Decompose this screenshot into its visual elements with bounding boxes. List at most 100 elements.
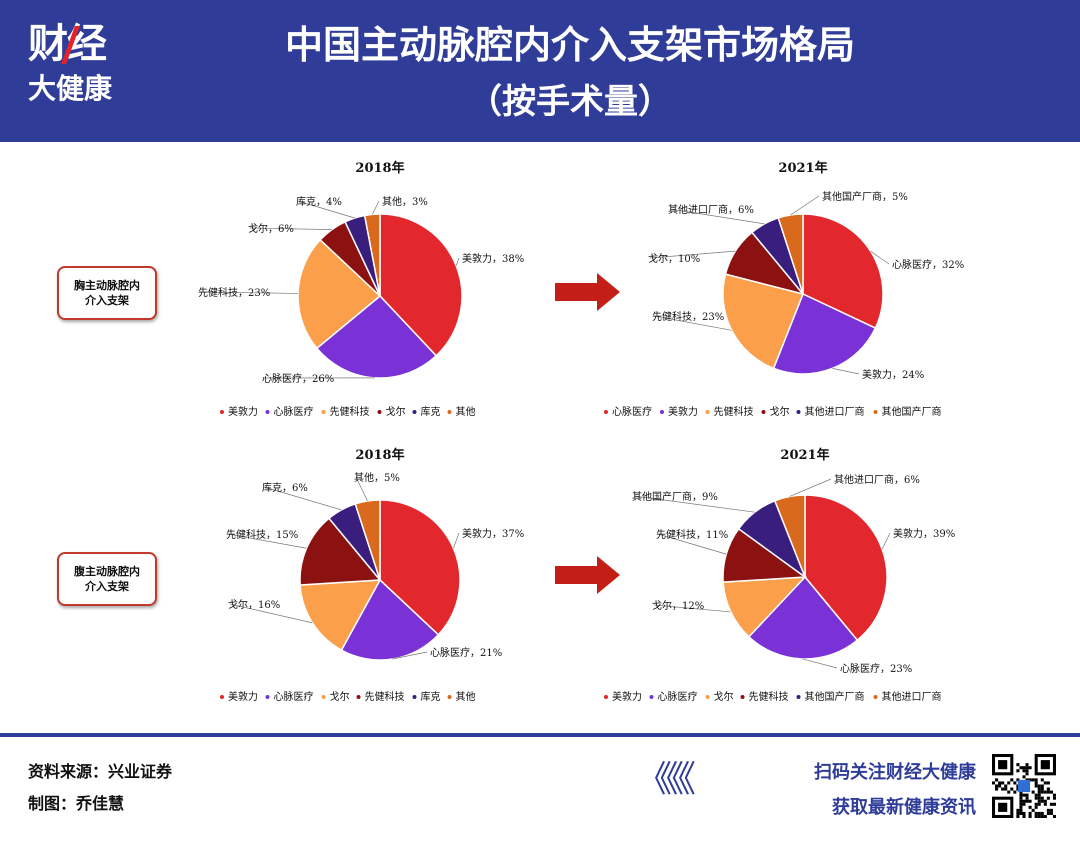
chart-author: 制图：乔佳慧 bbox=[28, 794, 125, 813]
legend-swatch bbox=[265, 410, 270, 414]
page-title: 中国主动脉腔内介入支架市场格局 bbox=[284, 22, 855, 67]
pie-slice bbox=[722, 576, 807, 638]
label-leader-line bbox=[633, 495, 755, 513]
slice-data-label: 美敦力，38% bbox=[462, 252, 524, 265]
slice-data-label: 戈尔，10% bbox=[648, 252, 700, 265]
label-leader-line bbox=[249, 227, 332, 231]
label-leader-line bbox=[870, 250, 890, 265]
right-arrow-icon bbox=[555, 556, 620, 594]
legend-label: 先健科技 bbox=[365, 690, 405, 703]
pie-slice bbox=[297, 238, 382, 350]
chevrons-icon: 《《《 bbox=[636, 759, 696, 800]
label-leader-line bbox=[657, 533, 727, 555]
slice-data-label: 先健科技，15% bbox=[226, 528, 298, 541]
legend-label: 美敦力 bbox=[228, 690, 258, 703]
qr-code-icon[interactable] bbox=[992, 754, 1056, 818]
legend-label: 库克 bbox=[421, 690, 441, 703]
label-leader-line bbox=[371, 200, 380, 215]
pie-slice bbox=[379, 499, 461, 636]
row-label-abdominal: 腹主动脉腔内介入支架 bbox=[57, 552, 157, 606]
legend-swatch bbox=[220, 410, 224, 414]
legend-swatch bbox=[377, 410, 382, 414]
pie-slice bbox=[299, 579, 382, 652]
header-banner: 财经 大健康 中国主动脉腔内介入支架市场格局 （按手术量） bbox=[0, 0, 1080, 142]
slice-data-label: 其他国产厂商，9% bbox=[632, 490, 718, 503]
label-leader-line bbox=[453, 532, 460, 549]
legend-swatch bbox=[604, 410, 608, 414]
legend-label: 其他进口厂商 bbox=[882, 690, 942, 703]
right-arrow-icon bbox=[555, 273, 620, 311]
legend-swatch bbox=[447, 410, 452, 414]
label-leader-line bbox=[199, 291, 299, 294]
slice-data-label: 先健科技，11% bbox=[656, 528, 728, 541]
legend-swatch bbox=[649, 695, 654, 699]
label-leader-line bbox=[392, 651, 428, 660]
legend-label: 美敦力 bbox=[228, 405, 258, 418]
legend-swatch bbox=[321, 695, 326, 699]
legend-label: 先健科技 bbox=[749, 690, 789, 703]
slice-data-label: 戈尔，6% bbox=[248, 222, 294, 235]
row-label-thoracic: 胸主动脉腔内介入支架 bbox=[57, 266, 157, 320]
follow-prompt: 扫码关注财经大健康 bbox=[814, 762, 976, 783]
legend-swatch bbox=[761, 410, 766, 414]
label-leader-line bbox=[881, 532, 891, 550]
slice-data-label: 其他，3% bbox=[382, 195, 428, 208]
slice-data-label: 戈尔，16% bbox=[228, 598, 280, 611]
legend-swatch bbox=[705, 410, 710, 414]
legend-swatch bbox=[705, 695, 710, 699]
legend-label: 心脉医疗 bbox=[274, 690, 314, 703]
pie-slice bbox=[315, 294, 438, 379]
pie-slice bbox=[802, 213, 884, 330]
slice-data-label: 美敦力，39% bbox=[893, 527, 955, 540]
brand-logo: 财经 大健康 bbox=[28, 22, 128, 114]
label-leader-line bbox=[455, 257, 460, 266]
label-leader-line bbox=[263, 486, 342, 511]
chart-title: 2021年 bbox=[780, 447, 829, 463]
chart-title: 2018年 bbox=[355, 447, 404, 463]
label-leader-line bbox=[227, 533, 307, 549]
legend-swatch bbox=[220, 695, 224, 699]
slice-data-label: 其他，5% bbox=[354, 471, 400, 484]
legend-label: 其他 bbox=[456, 690, 476, 703]
slice-data-label: 戈尔，12% bbox=[652, 599, 704, 612]
slice-data-label: 先健科技，23% bbox=[652, 310, 724, 323]
legend-swatch bbox=[796, 695, 801, 699]
legend-swatch bbox=[265, 695, 270, 699]
label-leader-line bbox=[832, 368, 860, 375]
legend-label: 其他国产厂商 bbox=[882, 405, 942, 418]
legend-label: 其他 bbox=[456, 405, 476, 418]
row-label-text: 腹主动脉腔内介入支架 bbox=[74, 565, 140, 593]
label-leader-line bbox=[789, 478, 832, 497]
row-label-text: 胸主动脉腔内介入支架 bbox=[74, 279, 140, 307]
logo-line2: 大健康 bbox=[28, 72, 113, 105]
legend-label: 戈尔 bbox=[770, 405, 790, 418]
pie-slice bbox=[747, 575, 859, 660]
label-leader-line bbox=[653, 604, 731, 613]
legend-swatch bbox=[412, 410, 417, 414]
legend-label: 其他国产厂商 bbox=[805, 690, 865, 703]
legend-label: 先健科技 bbox=[714, 405, 754, 418]
slice-data-label: 心脉医疗，32% bbox=[892, 258, 964, 271]
slice-data-label: 心脉医疗，21% bbox=[430, 646, 502, 659]
trend-arrows bbox=[555, 273, 620, 594]
label-leader-line bbox=[649, 250, 736, 259]
label-leader-line bbox=[297, 200, 355, 219]
legend-swatch bbox=[660, 410, 664, 414]
pie-slice bbox=[773, 494, 806, 578]
legend-swatch bbox=[447, 695, 452, 699]
footer-divider bbox=[0, 733, 1080, 737]
legend-label: 戈尔 bbox=[330, 690, 350, 703]
legend-label: 先健科技 bbox=[330, 405, 370, 418]
legend-swatch bbox=[740, 695, 745, 699]
label-leader-line bbox=[653, 315, 732, 331]
legend-label: 心脉医疗 bbox=[658, 690, 698, 703]
legend-swatch bbox=[604, 695, 608, 699]
slice-data-label: 库克，4% bbox=[296, 195, 342, 208]
slice-data-label: 心脉医疗，23% bbox=[840, 662, 912, 675]
pie-slice bbox=[772, 292, 877, 375]
legend-swatch bbox=[321, 410, 326, 414]
slice-data-label: 其他进口厂商，6% bbox=[834, 473, 920, 486]
